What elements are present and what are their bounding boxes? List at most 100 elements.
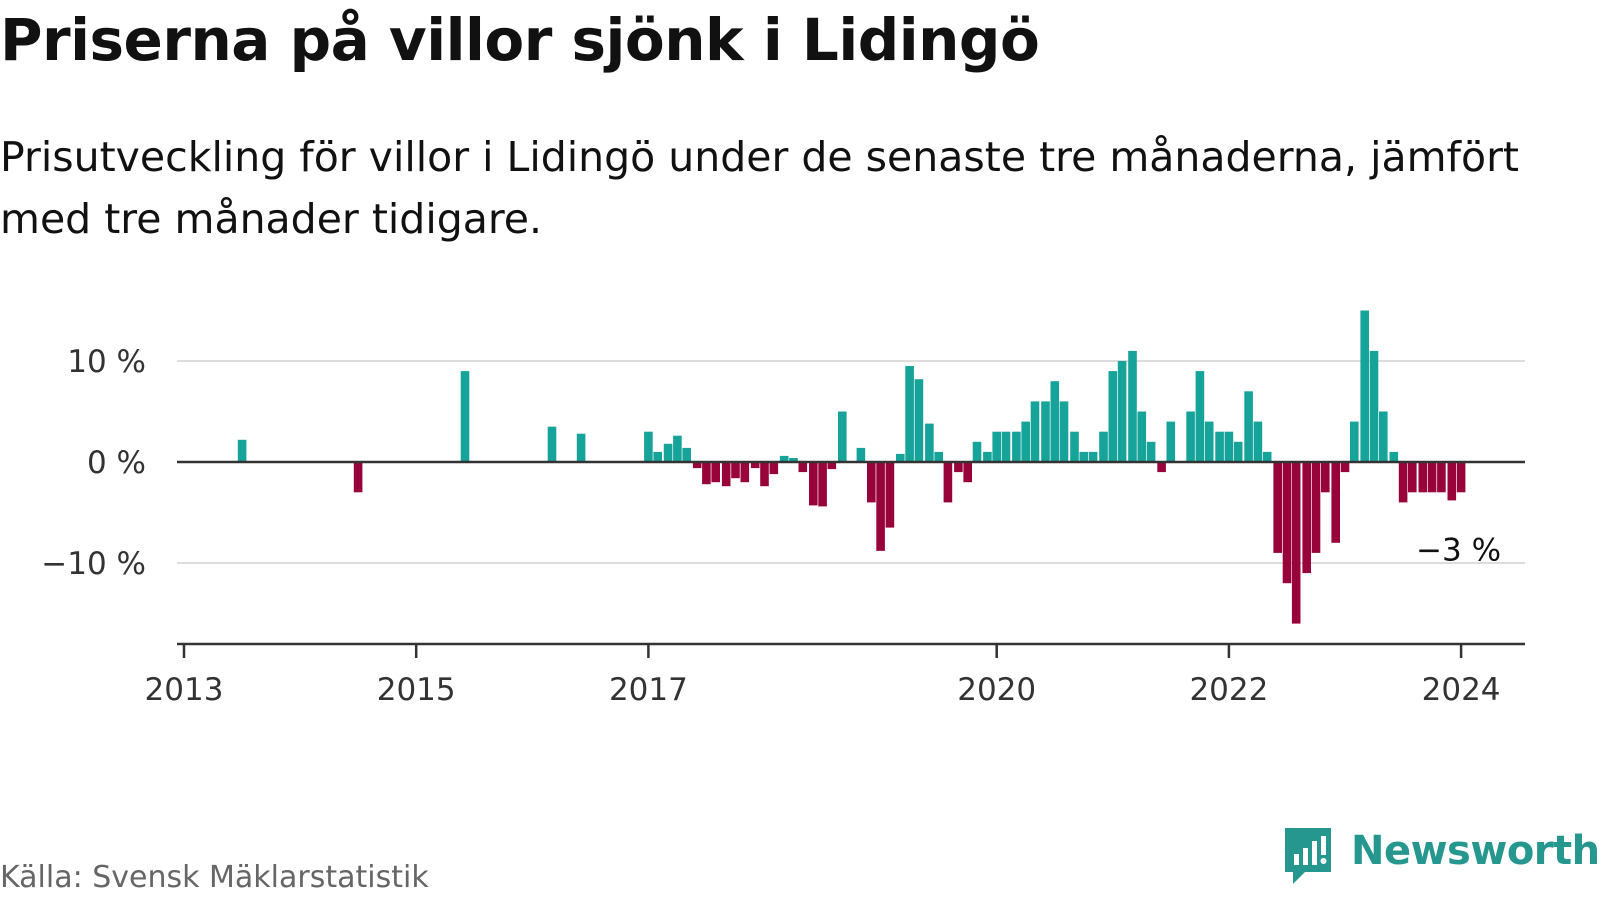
- bar: [673, 435, 682, 462]
- bar: [972, 441, 982, 462]
- bar: [1437, 462, 1446, 493]
- bar: [914, 379, 924, 462]
- bar: [905, 366, 914, 462]
- bar: [1331, 462, 1340, 543]
- bar: [644, 431, 653, 462]
- chart-title: Priserna på villor sjönk i Lidingö: [0, 6, 1040, 74]
- bar: [983, 451, 992, 462]
- bar: [702, 462, 711, 485]
- bar: [1001, 431, 1011, 462]
- newsworthy-logo: Newsworthy: [1283, 826, 1600, 892]
- bar: [663, 443, 673, 462]
- bar: [867, 462, 876, 503]
- bar: [1030, 401, 1040, 462]
- bar: [1070, 431, 1079, 462]
- x-tick-label: 2017: [609, 672, 688, 708]
- bar: [1041, 401, 1050, 462]
- bar: [711, 462, 720, 483]
- bar: [1204, 421, 1214, 462]
- bar: [1360, 310, 1369, 462]
- bar: [1369, 350, 1379, 462]
- x-tick-label: 2022: [1189, 672, 1268, 708]
- bar: [653, 451, 662, 462]
- bar: [682, 447, 691, 462]
- bar: [1262, 451, 1272, 462]
- bar: [1050, 381, 1060, 462]
- bar: [1146, 441, 1156, 462]
- bar: [769, 462, 779, 475]
- bar: [943, 462, 953, 503]
- bar: [992, 431, 1001, 462]
- bar: [1321, 462, 1330, 493]
- bar: [353, 462, 363, 493]
- bar: [460, 371, 470, 462]
- chart-subtitle: Prisutveckling för villor i Lidingö unde…: [0, 133, 1520, 243]
- bar: [760, 462, 769, 487]
- bar: [1224, 431, 1234, 462]
- bar: [740, 462, 750, 483]
- bar: [1273, 462, 1282, 553]
- y-tick-label: 10 %: [67, 344, 146, 380]
- bar: [1215, 431, 1224, 462]
- bar: [809, 462, 818, 506]
- bar: [1282, 462, 1292, 584]
- bar: [798, 462, 808, 473]
- bar: [750, 462, 760, 469]
- bar: [1350, 421, 1359, 462]
- bar: [838, 411, 847, 462]
- bars: [237, 310, 1466, 624]
- bar: [1157, 462, 1166, 473]
- bar: [1379, 411, 1388, 462]
- bar: [1233, 441, 1243, 462]
- x-tick-label: 2015: [377, 672, 456, 708]
- bar: [1117, 361, 1127, 462]
- x-tick-label: 2024: [1422, 672, 1501, 708]
- bar: [885, 462, 895, 528]
- bar: [934, 451, 943, 462]
- bar: [576, 433, 586, 462]
- bar: [1128, 350, 1137, 462]
- bar: [1340, 462, 1350, 473]
- x-tick-label: 2020: [957, 672, 1036, 708]
- bar: [1166, 421, 1176, 462]
- bar: [1253, 421, 1263, 462]
- tick-labels: 10 % 0 % −10 % 2013 2015 2017 2020 2022 2024 −3 %: [41, 344, 1501, 708]
- bar: [1291, 462, 1301, 624]
- bar: [1021, 421, 1030, 462]
- bar: [1398, 462, 1408, 503]
- bar: [1195, 371, 1205, 462]
- bar: [1244, 391, 1253, 462]
- brand-name: Newsworthy: [1351, 828, 1600, 874]
- bar: [963, 462, 972, 483]
- bar: [692, 462, 702, 469]
- bar: [237, 439, 247, 462]
- bar: [1079, 451, 1089, 462]
- bar: [1137, 411, 1147, 462]
- bar: [1311, 462, 1321, 553]
- bar: [721, 462, 731, 487]
- axes: [177, 460, 1525, 658]
- bar: [1418, 462, 1428, 493]
- bar: [547, 426, 557, 463]
- bar: [1186, 411, 1195, 462]
- bar: [876, 462, 885, 551]
- bar: [779, 455, 789, 462]
- bar: [731, 462, 740, 479]
- bar: [896, 453, 905, 462]
- bar: [954, 462, 963, 473]
- bar: [925, 423, 934, 462]
- bar: [789, 458, 798, 462]
- bar: [1408, 462, 1417, 493]
- bar: [827, 462, 837, 470]
- bar: [1059, 401, 1069, 462]
- bar: [856, 447, 866, 462]
- bar: [1456, 462, 1466, 493]
- newsworthy-logo-icon: [1285, 828, 1331, 884]
- bar: [1447, 462, 1457, 501]
- value-annotation: −3 %: [1416, 532, 1501, 568]
- source-credit: Källa: Svensk Mäklarstatistik: [0, 860, 429, 895]
- bar: [818, 462, 827, 507]
- bar: [1088, 451, 1098, 462]
- x-tick-label: 2013: [145, 672, 224, 708]
- bar: [1108, 371, 1118, 462]
